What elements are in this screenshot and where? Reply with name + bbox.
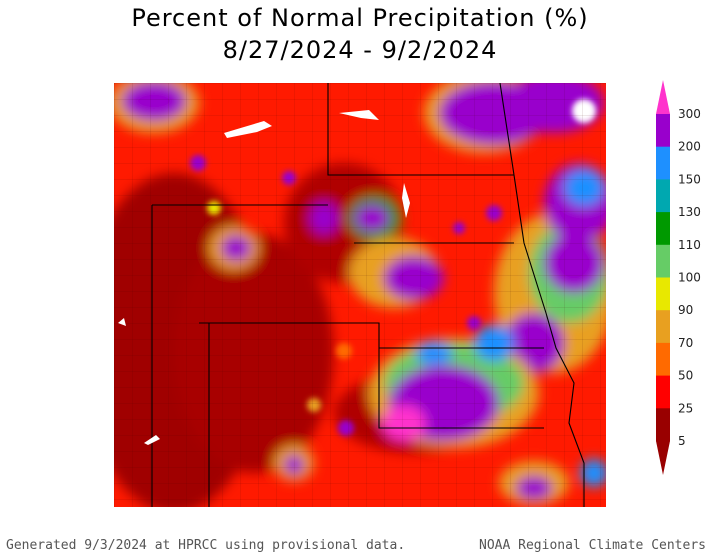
legend-tick-label: 50 — [678, 369, 693, 383]
legend-swatch — [656, 114, 670, 148]
legend-swatch — [656, 212, 670, 246]
legend-tick-label: 110 — [678, 238, 701, 252]
legend-tick-label: 25 — [678, 401, 693, 415]
legend-arrow-min — [656, 441, 670, 475]
date-range: 8/27/2024 - 9/2/2024 — [222, 36, 498, 64]
legend-tick-label: 5 — [678, 434, 686, 448]
county-grid — [114, 83, 606, 507]
legend-tick-label: 70 — [678, 336, 693, 350]
precipitation-map — [114, 83, 606, 507]
legend-swatch — [656, 277, 670, 311]
legend-tick-label: 200 — [678, 140, 701, 154]
legend-arrow-max — [656, 80, 670, 114]
legend-tick-label: 100 — [678, 271, 701, 285]
legend-swatch — [656, 179, 670, 213]
legend-swatch — [656, 375, 670, 409]
legend-swatch — [656, 310, 670, 344]
legend-swatch — [656, 244, 670, 278]
legend-tick-label: 90 — [678, 303, 693, 317]
legend-tick-label: 150 — [678, 172, 701, 186]
lakes — [118, 110, 410, 445]
color-legend: 300 200 150 130 110 100 90 70 50 25 5 — [656, 80, 701, 475]
state-borders — [151, 83, 585, 507]
legend-tick-label: 130 — [678, 205, 701, 219]
legend-swatch — [656, 342, 670, 377]
legend-tick-label: 300 — [678, 107, 701, 121]
footer-generated: Generated 9/3/2024 at HPRCC using provis… — [6, 538, 406, 553]
map-title: Percent of Normal Precipitation (%) — [131, 4, 589, 32]
legend-swatch — [656, 146, 670, 180]
footer-source: NOAA Regional Climate Centers — [479, 538, 706, 553]
legend-swatch — [656, 408, 670, 442]
